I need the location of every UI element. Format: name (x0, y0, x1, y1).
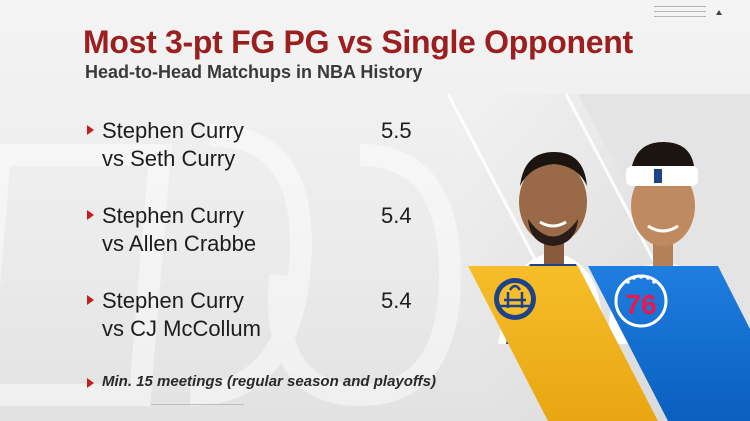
player-photo-panel: 76 (448, 94, 750, 421)
opponent-name: vs Seth Curry (102, 146, 236, 171)
sixers-color-band (588, 266, 750, 421)
footnote-text: Min. 15 meetings (regular season and pla… (102, 373, 436, 390)
bullet-triangle-icon (87, 378, 94, 388)
bullet-triangle-icon (87, 210, 94, 220)
stat-value: 5.4 (381, 288, 412, 313)
player-name: Stephen Curry (102, 288, 244, 313)
page-subtitle: Head-to-Head Matchups in NBA History (85, 62, 423, 82)
opponent-name: vs CJ McCollum (102, 316, 261, 341)
caret-up-icon (716, 10, 722, 15)
menu-indicator (654, 6, 724, 20)
divider (151, 404, 244, 405)
page-title: Most 3-pt FG PG vs Single Opponent (83, 24, 633, 60)
golden-state-warriors-logo (494, 278, 536, 320)
player-name: Stephen Curry (102, 118, 244, 143)
stat-value: 5.5 (381, 118, 412, 143)
philadelphia-76ers-logo: 76 (614, 274, 668, 328)
stat-value: 5.4 (381, 203, 412, 228)
background-watermark (0, 124, 462, 407)
player-name: Stephen Curry (102, 203, 244, 228)
bullet-triangle-icon (87, 125, 94, 135)
sixers-logo-text: 76 (625, 289, 656, 320)
opponent-name: vs Allen Crabbe (102, 231, 257, 256)
bullet-triangle-icon (87, 295, 94, 305)
